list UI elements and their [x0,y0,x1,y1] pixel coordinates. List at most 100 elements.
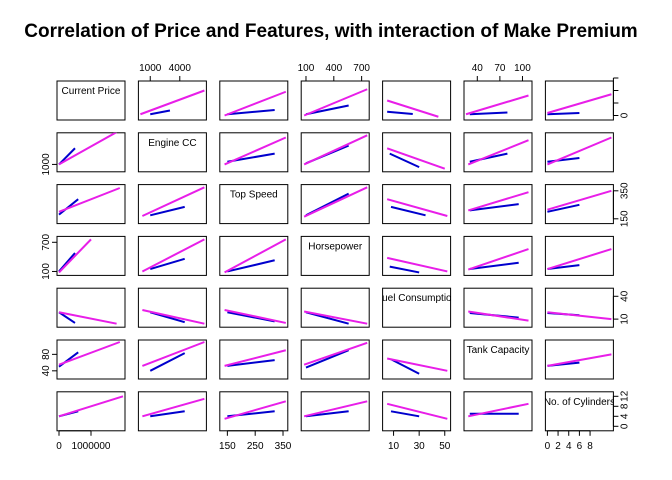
panel-0-1 [137,80,207,121]
x-tick-label-1-0: 1000 [139,63,162,74]
diagonal-label-1: Engine CC [148,138,196,149]
panel-4-3 [300,287,370,328]
panel-4-6 [544,287,614,328]
blue-line-6-1 [150,410,185,418]
magenta-line-4-2 [224,309,287,324]
magenta-line-4-3 [303,310,368,325]
panel-4-5 [463,287,533,328]
blue-line-5-1 [149,352,186,372]
x-tick-label-4-0: 10 [388,441,400,452]
blue-line-3-2 [227,259,275,273]
magenta-line-6-4 [386,402,448,420]
panel-2-4 [382,184,452,225]
y-tick-label-6-1: 4 [619,413,630,419]
panel-6-1 [137,391,207,432]
magenta-line-2-3 [303,186,368,218]
x-tick-label-4-1: 30 [414,441,426,452]
panel-2-1 [137,184,207,225]
panel-2-6 [544,184,614,225]
magenta-line-6-3 [303,400,368,418]
y-tick-label-6-3: 12 [619,390,630,402]
x-tick-label-1-1: 4000 [169,63,192,74]
panel-5-2 [219,339,289,380]
blue-line-2-0 [58,198,79,216]
magenta-line-2-6 [547,189,612,211]
magenta-line-5-4 [386,357,448,372]
diagonal-label-2: Top Speed [230,190,278,201]
magenta-line-1-4 [386,147,446,170]
x-tick-label-5-1: 70 [494,63,506,74]
magenta-line-4-0 [58,311,117,325]
x-tick-label-3-1: 400 [325,63,342,74]
blue-line-3-1 [149,257,185,270]
magenta-line-0-2 [224,90,287,117]
x-tick-label-2-1: 250 [247,441,264,452]
magenta-line-2-5 [467,191,529,212]
diagonal-label-5: Tank Capacity [467,345,530,356]
blue-line-0-2 [227,109,275,116]
magenta-line-2-0 [58,187,121,213]
panel-3-4 [382,235,452,276]
panel-3-5 [463,235,533,276]
magenta-line-1-5 [467,139,529,166]
panel-6-3 [300,391,370,432]
magenta-line-5-2 [224,349,287,367]
y-tick-label-3-1: 700 [41,234,52,251]
y-tick-label-0-0: 0 [619,112,630,118]
panel-1-6 [544,132,614,173]
magenta-line-4-5 [468,310,529,322]
blue-line-2-1 [150,205,185,217]
diagonal-label-4: Fuel Consumption [376,293,457,304]
x-tick-label-6-0: 0 [545,441,551,452]
y-tick-label-1-0: 1000 [41,153,52,176]
blue-line-2-5 [469,203,519,212]
magenta-line-3-5 [467,248,529,271]
blue-line-2-4 [390,205,426,217]
panel-3-6 [544,235,614,276]
magenta-line-6-1 [142,397,205,418]
panel-6-5 [463,391,533,432]
magenta-line-0-3 [303,88,368,117]
panel-5-6 [544,339,614,380]
x-tick-label-2-2: 350 [275,441,292,452]
panel-grid: Current Price Engine CC Top Speed Horsepowe… [56,80,615,432]
x-tick-label-6-3: 6 [577,441,583,452]
x-tick-label-6-2: 4 [566,441,572,452]
panel-1-2 [219,132,289,173]
blue-line-5-4 [390,358,420,375]
diagonal-label-6: No. of Cylinders [544,397,615,408]
magenta-line-1-0 [58,132,118,166]
magenta-line-3-2 [224,238,287,274]
blue-line-0-1 [150,109,171,116]
panel-0-2 [219,80,289,121]
panel-3-1 [137,235,207,276]
panel-5-3 [300,339,370,380]
panel-3-3 [300,235,370,276]
magenta-line-1-6 [547,136,612,166]
panel-2-3 [300,184,370,225]
panel-5-1 [137,339,207,380]
panel-0-4 [382,80,452,121]
magenta-line-4-1 [142,309,205,325]
x-tick-label-0-1: 1000000 [72,441,111,452]
x-tick-label-0-0: 0 [56,441,62,452]
blue-line-0-6 [547,112,580,116]
x-tick-label-5-0: 40 [472,63,484,74]
blue-line-6-3 [305,410,349,418]
panel-6-0 [56,391,126,432]
magenta-line-6-0 [58,395,124,418]
magenta-line-0-1 [140,89,205,116]
y-tick-label-6-0: 0 [619,423,630,429]
x-tick-label-5-2: 100 [514,63,531,74]
magenta-line-5-6 [547,353,612,367]
blue-line-5-2 [227,359,275,367]
blue-line-5-3 [305,349,350,369]
blue-line-6-4 [390,410,420,418]
magenta-line-1-2 [224,136,287,166]
magenta-line-0-5 [465,94,529,116]
panel-5-4 [382,339,452,380]
x-tick-label-4-2: 50 [439,441,451,452]
magenta-line-5-3 [303,341,368,366]
magenta-line-6-5 [468,402,529,418]
